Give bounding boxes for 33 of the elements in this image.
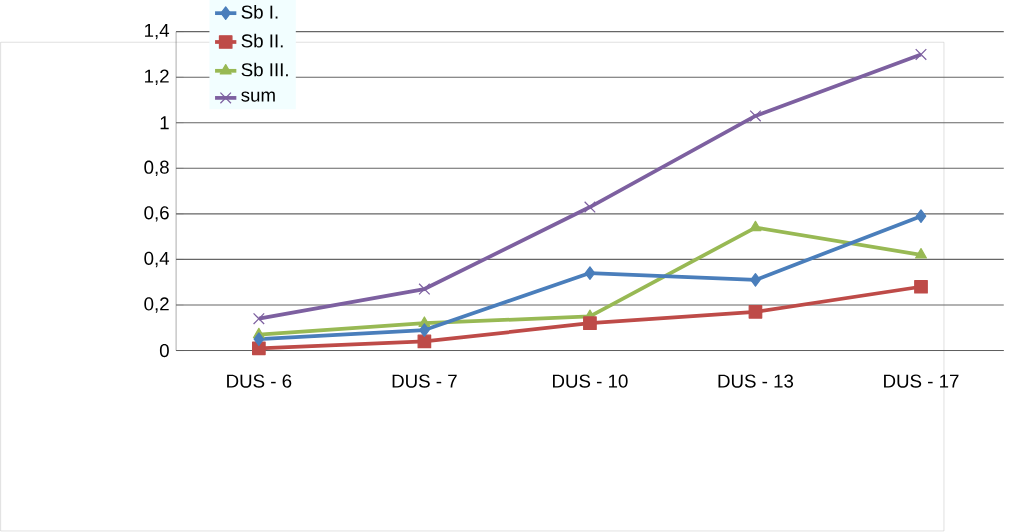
point	[418, 283, 431, 296]
point	[750, 273, 761, 287]
x-tick-label: DUS - 13	[718, 374, 794, 388]
x-tick-label: DUS - 7	[392, 374, 457, 388]
point	[915, 209, 927, 224]
legend-label: Sb II.	[241, 33, 283, 48]
point	[749, 110, 762, 123]
point	[252, 312, 265, 325]
y-tick-label: 0,8	[144, 160, 169, 177]
point	[914, 248, 928, 259]
y-tick-label: 0,6	[144, 206, 169, 222]
point	[914, 280, 928, 294]
point	[253, 332, 265, 347]
x-tick-label: DUS - 17	[884, 374, 959, 388]
point	[583, 316, 597, 331]
point	[748, 305, 763, 319]
y-tick-label: 0	[159, 344, 169, 358]
point	[915, 48, 927, 61]
y-tick-label: 1,4	[145, 24, 170, 40]
point	[584, 266, 596, 281]
y-tick-label: 1	[160, 116, 169, 130]
y-tick-label: 1,2	[145, 69, 169, 86]
legend-label: Sb I.	[241, 5, 278, 19]
x-tick-label: DUS - 10	[553, 374, 628, 388]
x-tick-label: DUS - 6	[227, 374, 292, 388]
legend-label: Sb III.	[241, 62, 288, 77]
point	[749, 220, 762, 232]
point	[251, 341, 266, 356]
point	[584, 201, 596, 214]
point	[419, 323, 430, 338]
y-tick-label: 0,4	[144, 251, 170, 268]
legend-label: sum	[241, 91, 275, 102]
y-tick-label: 0,2	[144, 297, 169, 313]
